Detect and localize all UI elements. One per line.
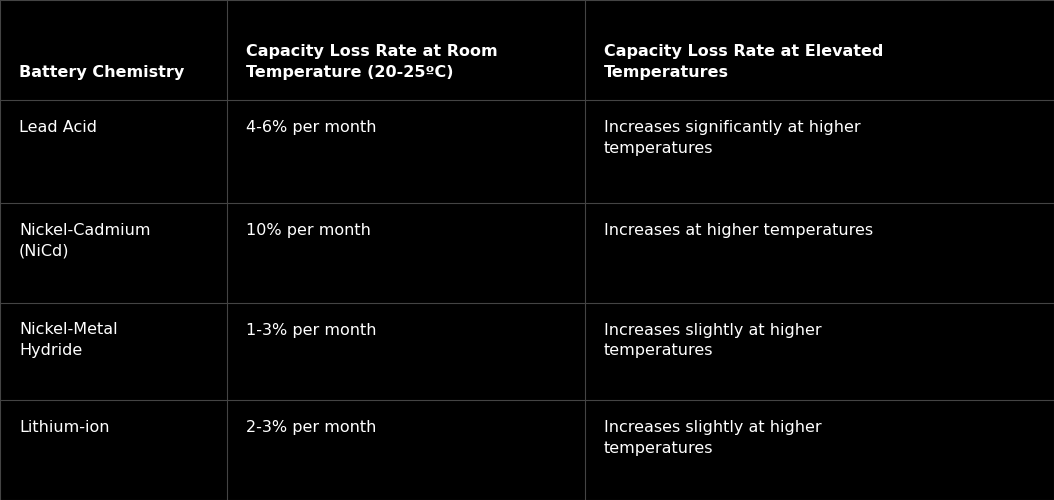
- Text: Capacity Loss Rate at Elevated
Temperatures: Capacity Loss Rate at Elevated Temperatu…: [604, 44, 883, 80]
- Text: 2-3% per month: 2-3% per month: [246, 420, 376, 435]
- Text: 4-6% per month: 4-6% per month: [246, 120, 376, 135]
- Text: Capacity Loss Rate at Room
Temperature (20-25ºC): Capacity Loss Rate at Room Temperature (…: [246, 44, 497, 80]
- Text: 10% per month: 10% per month: [246, 222, 370, 238]
- Text: Lead Acid: Lead Acid: [19, 120, 97, 135]
- Text: Nickel-Metal
Hydride: Nickel-Metal Hydride: [19, 322, 118, 358]
- Text: Increases slightly at higher
temperatures: Increases slightly at higher temperature…: [604, 420, 821, 456]
- Text: Lithium-ion: Lithium-ion: [19, 420, 110, 435]
- Text: Increases significantly at higher
temperatures: Increases significantly at higher temper…: [604, 120, 860, 156]
- Text: Battery Chemistry: Battery Chemistry: [19, 65, 184, 80]
- Text: 1-3% per month: 1-3% per month: [246, 322, 376, 338]
- Text: Nickel-Cadmium
(NiCd): Nickel-Cadmium (NiCd): [19, 222, 151, 258]
- Text: Increases slightly at higher
temperatures: Increases slightly at higher temperature…: [604, 322, 821, 358]
- Text: Increases at higher temperatures: Increases at higher temperatures: [604, 222, 873, 238]
